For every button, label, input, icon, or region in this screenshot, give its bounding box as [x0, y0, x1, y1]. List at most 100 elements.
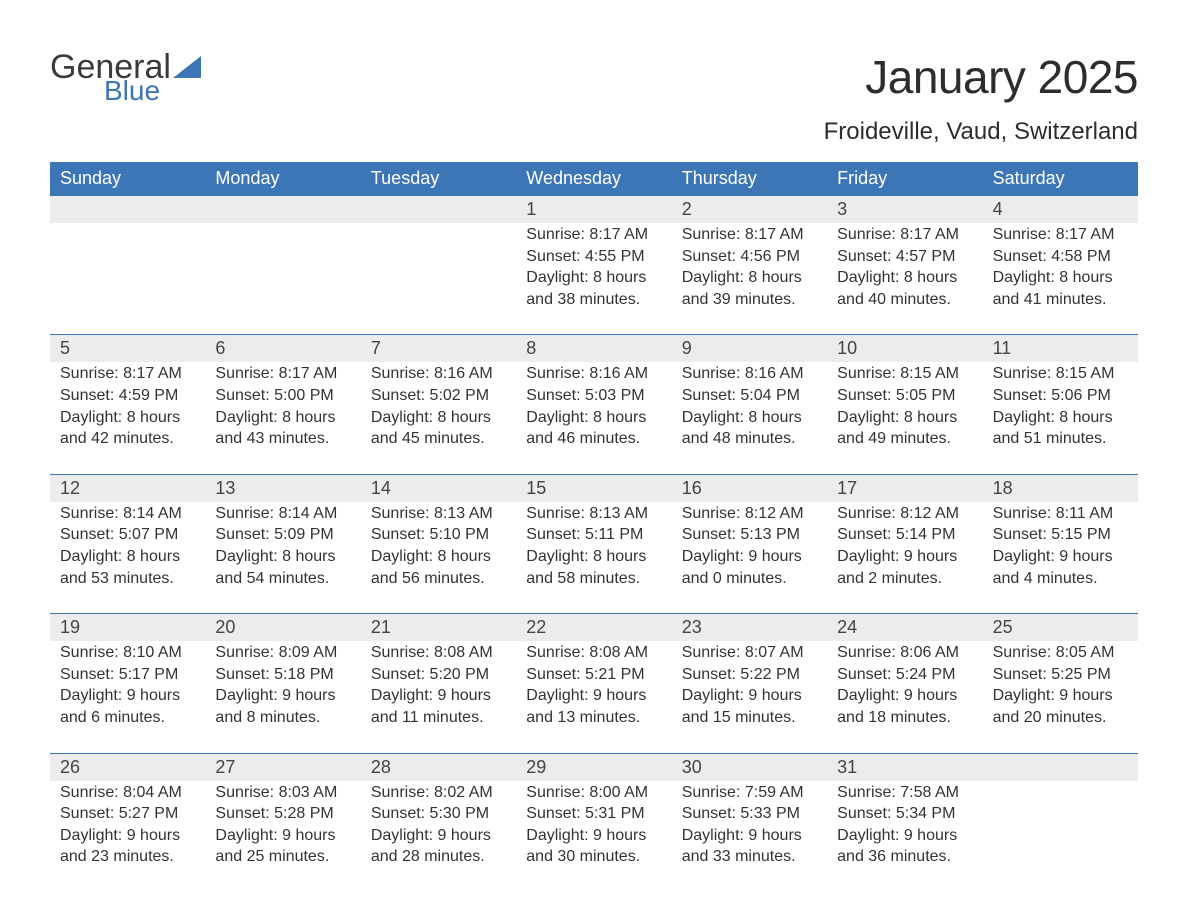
day-number: 25	[983, 614, 1138, 641]
day-cell	[361, 223, 516, 334]
day-number: 23	[672, 614, 827, 641]
sunrise-text: Sunrise: 8:13 AM	[371, 503, 506, 525]
sunrise-text: Sunrise: 8:02 AM	[371, 782, 506, 804]
day-number: 13	[205, 475, 360, 502]
daylight-text: Daylight: 8 hours and 53 minutes.	[60, 546, 195, 589]
sunrise-text: Sunrise: 8:17 AM	[215, 363, 350, 385]
day-number: 30	[672, 754, 827, 781]
daylight-text: Daylight: 8 hours and 48 minutes.	[682, 407, 817, 450]
title-block: January 2025 Froideville, Vaud, Switzerl…	[824, 50, 1138, 146]
day-number: 7	[361, 335, 516, 362]
sunset-text: Sunset: 5:22 PM	[682, 664, 817, 686]
sunset-text: Sunset: 5:18 PM	[215, 664, 350, 686]
header: General Blue January 2025 Froideville, V…	[50, 50, 1138, 146]
day-of-week: Tuesday	[361, 162, 516, 196]
daylight-text: Daylight: 9 hours and 33 minutes.	[682, 825, 817, 868]
daylight-text: Daylight: 8 hours and 51 minutes.	[993, 407, 1128, 450]
page-title: January 2025	[824, 50, 1138, 104]
day-content-row: Sunrise: 8:10 AMSunset: 5:17 PMDaylight:…	[50, 641, 1138, 752]
sunset-text: Sunset: 5:24 PM	[837, 664, 972, 686]
sunrise-text: Sunrise: 8:12 AM	[682, 503, 817, 525]
day-cell: Sunrise: 8:15 AMSunset: 5:06 PMDaylight:…	[983, 362, 1138, 473]
sunrise-text: Sunrise: 8:12 AM	[837, 503, 972, 525]
sunset-text: Sunset: 5:20 PM	[371, 664, 506, 686]
sunrise-text: Sunrise: 7:59 AM	[682, 782, 817, 804]
sunrise-text: Sunrise: 8:17 AM	[60, 363, 195, 385]
daylight-text: Daylight: 8 hours and 38 minutes.	[526, 267, 661, 310]
daylight-text: Daylight: 9 hours and 13 minutes.	[526, 685, 661, 728]
sunset-text: Sunset: 5:28 PM	[215, 803, 350, 825]
daylight-text: Daylight: 9 hours and 15 minutes.	[682, 685, 817, 728]
sunset-text: Sunset: 5:06 PM	[993, 385, 1128, 407]
day-cell: Sunrise: 8:07 AMSunset: 5:22 PMDaylight:…	[672, 641, 827, 752]
sunrise-text: Sunrise: 8:16 AM	[526, 363, 661, 385]
sunset-text: Sunset: 5:05 PM	[837, 385, 972, 407]
day-number: 18	[983, 475, 1138, 502]
day-cell: Sunrise: 8:17 AMSunset: 4:59 PMDaylight:…	[50, 362, 205, 473]
daylight-text: Daylight: 9 hours and 20 minutes.	[993, 685, 1128, 728]
week: 262728293031Sunrise: 8:04 AMSunset: 5:27…	[50, 753, 1138, 892]
day-cell: Sunrise: 8:04 AMSunset: 5:27 PMDaylight:…	[50, 781, 205, 892]
sunset-text: Sunset: 5:17 PM	[60, 664, 195, 686]
day-cell: Sunrise: 8:13 AMSunset: 5:11 PMDaylight:…	[516, 502, 671, 613]
sunrise-text: Sunrise: 8:17 AM	[682, 224, 817, 246]
sunrise-text: Sunrise: 8:15 AM	[837, 363, 972, 385]
day-number: 20	[205, 614, 360, 641]
logo: General Blue	[50, 50, 201, 102]
day-of-week-header: SundayMondayTuesdayWednesdayThursdayFrid…	[50, 162, 1138, 196]
sunrise-text: Sunrise: 8:14 AM	[215, 503, 350, 525]
day-number: 31	[827, 754, 982, 781]
sunset-text: Sunset: 5:25 PM	[993, 664, 1128, 686]
daylight-text: Daylight: 9 hours and 8 minutes.	[215, 685, 350, 728]
day-number	[361, 196, 516, 223]
day-number: 1	[516, 196, 671, 223]
sunrise-text: Sunrise: 8:08 AM	[526, 642, 661, 664]
sunrise-text: Sunrise: 7:58 AM	[837, 782, 972, 804]
day-cell: Sunrise: 8:02 AMSunset: 5:30 PMDaylight:…	[361, 781, 516, 892]
sunset-text: Sunset: 5:09 PM	[215, 524, 350, 546]
sunset-text: Sunset: 4:55 PM	[526, 246, 661, 268]
day-number: 22	[516, 614, 671, 641]
sunset-text: Sunset: 5:27 PM	[60, 803, 195, 825]
day-number: 16	[672, 475, 827, 502]
day-cell: Sunrise: 8:08 AMSunset: 5:20 PMDaylight:…	[361, 641, 516, 752]
day-number	[983, 754, 1138, 781]
sunset-text: Sunset: 5:33 PM	[682, 803, 817, 825]
day-cell: Sunrise: 8:12 AMSunset: 5:13 PMDaylight:…	[672, 502, 827, 613]
day-cell: Sunrise: 8:14 AMSunset: 5:07 PMDaylight:…	[50, 502, 205, 613]
day-of-week: Sunday	[50, 162, 205, 196]
daylight-text: Daylight: 9 hours and 11 minutes.	[371, 685, 506, 728]
daylight-text: Daylight: 8 hours and 56 minutes.	[371, 546, 506, 589]
day-of-week: Saturday	[983, 162, 1138, 196]
day-content-row: Sunrise: 8:04 AMSunset: 5:27 PMDaylight:…	[50, 781, 1138, 892]
sunrise-text: Sunrise: 8:00 AM	[526, 782, 661, 804]
daylight-text: Daylight: 9 hours and 4 minutes.	[993, 546, 1128, 589]
day-cell: Sunrise: 8:15 AMSunset: 5:05 PMDaylight:…	[827, 362, 982, 473]
sunrise-text: Sunrise: 8:06 AM	[837, 642, 972, 664]
day-of-week: Friday	[827, 162, 982, 196]
sunrise-text: Sunrise: 8:15 AM	[993, 363, 1128, 385]
day-cell	[205, 223, 360, 334]
day-number: 12	[50, 475, 205, 502]
week: 19202122232425Sunrise: 8:10 AMSunset: 5:…	[50, 613, 1138, 752]
sunrise-text: Sunrise: 8:11 AM	[993, 503, 1128, 525]
week: 567891011Sunrise: 8:17 AMSunset: 4:59 PM…	[50, 334, 1138, 473]
daylight-text: Daylight: 8 hours and 39 minutes.	[682, 267, 817, 310]
sunrise-text: Sunrise: 8:17 AM	[993, 224, 1128, 246]
sunset-text: Sunset: 5:21 PM	[526, 664, 661, 686]
sunrise-text: Sunrise: 8:14 AM	[60, 503, 195, 525]
sunset-text: Sunset: 5:15 PM	[993, 524, 1128, 546]
day-number: 29	[516, 754, 671, 781]
sunrise-text: Sunrise: 8:03 AM	[215, 782, 350, 804]
week: 1234Sunrise: 8:17 AMSunset: 4:55 PMDayli…	[50, 196, 1138, 334]
day-number: 5	[50, 335, 205, 362]
daylight-text: Daylight: 9 hours and 23 minutes.	[60, 825, 195, 868]
day-cell	[50, 223, 205, 334]
daylight-text: Daylight: 8 hours and 54 minutes.	[215, 546, 350, 589]
sunset-text: Sunset: 5:14 PM	[837, 524, 972, 546]
day-number: 27	[205, 754, 360, 781]
page-subtitle: Froideville, Vaud, Switzerland	[824, 118, 1138, 146]
day-of-week: Thursday	[672, 162, 827, 196]
daylight-text: Daylight: 9 hours and 25 minutes.	[215, 825, 350, 868]
day-content-row: Sunrise: 8:14 AMSunset: 5:07 PMDaylight:…	[50, 502, 1138, 613]
